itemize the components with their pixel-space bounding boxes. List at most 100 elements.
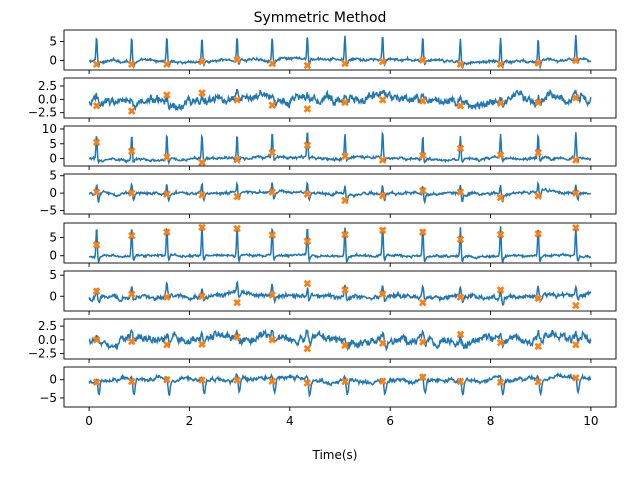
y-tick-label: 0 xyxy=(49,186,57,200)
peak-marker xyxy=(127,337,136,346)
peak-marker xyxy=(303,344,312,353)
peak-marker xyxy=(127,147,136,155)
peak-marker xyxy=(163,340,171,349)
y-tick-label: 5 xyxy=(49,231,57,245)
peak-marker xyxy=(341,59,349,68)
peak-marker xyxy=(163,153,171,161)
x-tick-label: 2 xyxy=(186,414,194,428)
peak-marker xyxy=(233,155,241,164)
signal-line-5 xyxy=(88,226,592,263)
peak-marker xyxy=(198,340,206,348)
peak-marker xyxy=(456,293,465,301)
peak-marker xyxy=(341,196,349,205)
peak-marker xyxy=(92,287,101,295)
peak-marker xyxy=(419,373,427,381)
y-tick-label: −5 xyxy=(39,391,57,405)
peak-marker xyxy=(268,291,277,299)
peak-marker xyxy=(341,377,349,386)
peak-marker xyxy=(572,156,580,164)
peak-marker xyxy=(303,61,312,70)
peak-marker xyxy=(456,377,465,386)
y-tick-label: 5 xyxy=(49,169,57,183)
peak-marker xyxy=(163,293,171,301)
panel-frame xyxy=(63,222,617,264)
channel-panel-4: −5 0 5 xyxy=(39,169,617,218)
x-tick-label: 0 xyxy=(85,414,93,428)
peak-marker xyxy=(163,375,171,384)
peak-marker xyxy=(378,339,387,347)
peak-marker xyxy=(534,294,542,303)
peak-marker xyxy=(496,378,505,387)
peak-marker xyxy=(419,186,427,195)
peak-marker xyxy=(496,60,505,69)
peak-marker xyxy=(572,223,580,232)
peak-marker xyxy=(92,60,101,69)
peak-marker xyxy=(233,55,241,64)
peak-marker xyxy=(496,286,505,294)
peak-marker xyxy=(572,374,580,382)
peak-marker xyxy=(198,292,206,301)
peak-marker xyxy=(92,188,101,196)
peak-marker xyxy=(268,188,277,196)
peak-marker xyxy=(198,191,206,199)
peak-marker xyxy=(534,230,542,238)
peak-marker xyxy=(163,228,171,236)
peak-marker xyxy=(268,148,277,157)
peak-marker xyxy=(419,151,427,160)
peak-marker xyxy=(268,377,277,385)
chart-title: Symmetric Method xyxy=(254,10,387,26)
peak-marker xyxy=(233,96,241,104)
y-tick-label: 5 xyxy=(49,268,57,282)
peak-marker xyxy=(572,56,580,65)
panel-frame xyxy=(63,318,617,360)
peak-marker xyxy=(163,91,171,99)
peak-marker xyxy=(419,228,427,236)
peak-marker xyxy=(92,378,101,387)
peak-marker xyxy=(456,60,465,69)
peak-marker xyxy=(534,378,542,386)
peak-marker xyxy=(127,290,136,298)
channel-panel-1: 05 xyxy=(49,29,617,74)
x-tick-label: 10 xyxy=(583,414,598,428)
peak-marker xyxy=(127,189,136,197)
peak-marker xyxy=(268,231,277,239)
y-tick-label: 0 xyxy=(49,53,57,67)
peak-marker xyxy=(378,191,387,200)
peak-marker xyxy=(496,338,505,347)
peak-marker xyxy=(419,56,427,64)
peak-marker xyxy=(198,89,206,97)
peak-marker xyxy=(456,330,465,339)
x-axis: 0 2 4 6 8 10 xyxy=(85,414,598,428)
channel-panel-7: −2.50.02.5 xyxy=(28,318,617,363)
signal-line-4 xyxy=(88,180,591,205)
y-tick-label: 2.5 xyxy=(38,319,57,333)
y-tick-label: 10 xyxy=(42,122,57,136)
peak-marker xyxy=(233,333,241,341)
peak-marker xyxy=(378,290,387,298)
peak-marker xyxy=(198,57,206,66)
y-tick-label: 0 xyxy=(49,373,57,387)
peak-marker xyxy=(534,98,542,107)
peak-marker xyxy=(496,151,505,159)
peak-marker xyxy=(303,237,312,245)
y-tick-label: 0.0 xyxy=(38,92,57,106)
signal-line-7 xyxy=(88,328,592,352)
peak-marker xyxy=(233,192,241,201)
peak-marker xyxy=(268,59,277,68)
peak-marker xyxy=(127,107,136,115)
channel-panel-6: 05 xyxy=(49,268,617,315)
peak-marker xyxy=(496,193,505,202)
peak-marker xyxy=(233,224,241,233)
peak-marker xyxy=(534,342,542,351)
y-tick-label: 0.0 xyxy=(38,333,57,347)
panel-frame xyxy=(63,173,617,215)
x-tick-label: 8 xyxy=(487,414,495,428)
peak-marker xyxy=(198,223,206,232)
peak-marker xyxy=(341,341,349,350)
peak-marker xyxy=(456,235,465,244)
y-tick-label: −5 xyxy=(39,204,57,218)
peak-marker xyxy=(163,190,171,198)
peak-marker xyxy=(496,99,505,107)
